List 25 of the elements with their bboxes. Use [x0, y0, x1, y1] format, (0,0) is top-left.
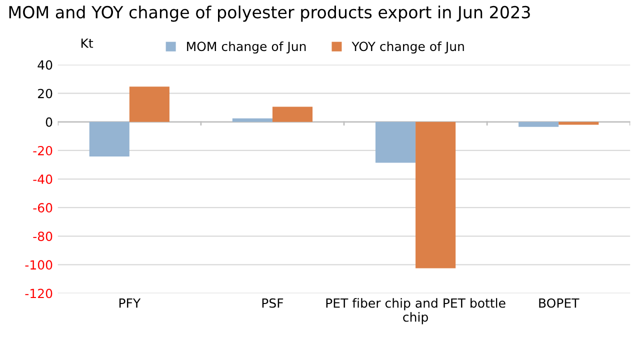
bar	[558, 122, 599, 125]
bar	[129, 86, 170, 122]
x-tick-label: PSF	[262, 298, 284, 308]
bar	[375, 122, 416, 163]
bar	[89, 122, 130, 156]
x-tick-label: BOPET	[539, 298, 580, 308]
y-tick-label: 0	[46, 117, 52, 127]
y-tick-label: 40	[38, 60, 52, 70]
y-tick-label: -100	[25, 260, 52, 270]
y-tick-label: 20	[38, 88, 52, 98]
x-tick-label: PFY	[119, 298, 141, 308]
x-tick-label: PET fiber chip and PET bottle chip	[326, 298, 506, 324]
legend-label: MOM change of Jun	[187, 41, 306, 54]
bar	[272, 106, 313, 122]
bar	[518, 122, 559, 127]
legend-label: YOY change of Jun	[352, 41, 464, 54]
y-tick-label: -60	[33, 203, 52, 213]
y-tick-label: -40	[33, 174, 52, 184]
chart-title: MOM and YOY change of polyester products export in Jun 2023	[9, 6, 530, 22]
y-tick-label: -120	[25, 288, 52, 298]
bar	[232, 118, 272, 122]
y-tick-label: -20	[33, 146, 52, 156]
y-axis-title: Kt	[81, 38, 94, 48]
bar	[416, 122, 456, 268]
y-tick-label: -80	[33, 232, 52, 242]
